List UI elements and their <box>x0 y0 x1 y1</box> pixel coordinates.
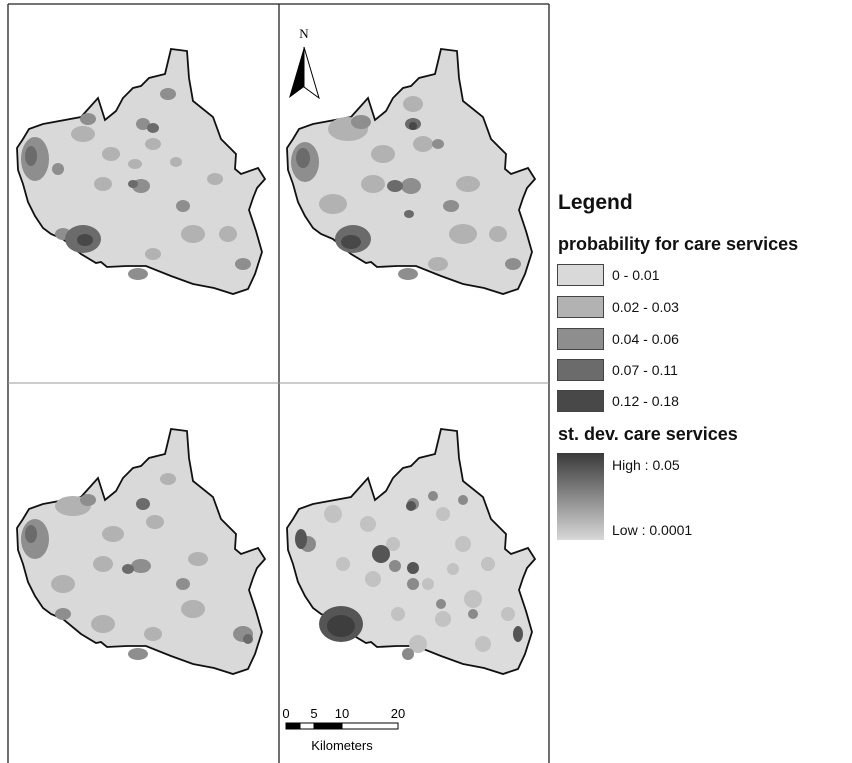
probability-legend-title: probability for care services <box>558 234 799 254</box>
legend-title: Legend <box>558 191 633 214</box>
scale-units: Kilometers <box>311 738 373 753</box>
scale-tick-0: 0 <box>282 706 289 721</box>
north-arrow: N <box>289 26 320 100</box>
scale-bar: 0 5 10 20 Kilometers <box>282 706 405 753</box>
legend-class-label: 0 - 0.01 <box>612 267 660 283</box>
stdev-color-ramp <box>557 453 604 540</box>
stdev-legend-title: st. dev. care services <box>558 424 738 444</box>
map-bottom-left <box>16 428 266 675</box>
stdev-low-label: Low : 0.0001 <box>612 522 693 538</box>
legend-swatch <box>557 359 604 381</box>
legend-class-label: 0.12 - 0.18 <box>612 393 679 409</box>
map-top-left <box>16 48 266 295</box>
panel-frames <box>7 3 550 763</box>
legend-swatch <box>557 296 604 318</box>
scale-tick-10: 10 <box>335 706 349 721</box>
legend-swatch <box>557 328 604 350</box>
north-label: N <box>299 26 309 41</box>
legend-class-5: 0.12 - 0.18 <box>557 389 679 413</box>
legend-class-label: 0.07 - 0.11 <box>612 362 678 378</box>
stdev-high-label: High : 0.05 <box>612 457 680 473</box>
scale-tick-20: 20 <box>391 706 405 721</box>
legend-class-label: 0.02 - 0.03 <box>612 299 679 315</box>
legend-class-3: 0.04 - 0.06 <box>557 327 679 351</box>
legend-class-label: 0.04 - 0.06 <box>612 331 679 347</box>
map-top-right <box>286 48 536 295</box>
legend-swatch <box>557 264 604 286</box>
north-arrow-icon <box>289 47 304 98</box>
map-bottom-right-stdev <box>286 428 536 675</box>
legend-class-1: 0 - 0.01 <box>557 263 659 287</box>
scale-tick-5: 5 <box>310 706 317 721</box>
legend-swatch <box>557 390 604 412</box>
legend-class-4: 0.07 - 0.11 <box>557 358 678 382</box>
legend-class-2: 0.02 - 0.03 <box>557 295 679 319</box>
